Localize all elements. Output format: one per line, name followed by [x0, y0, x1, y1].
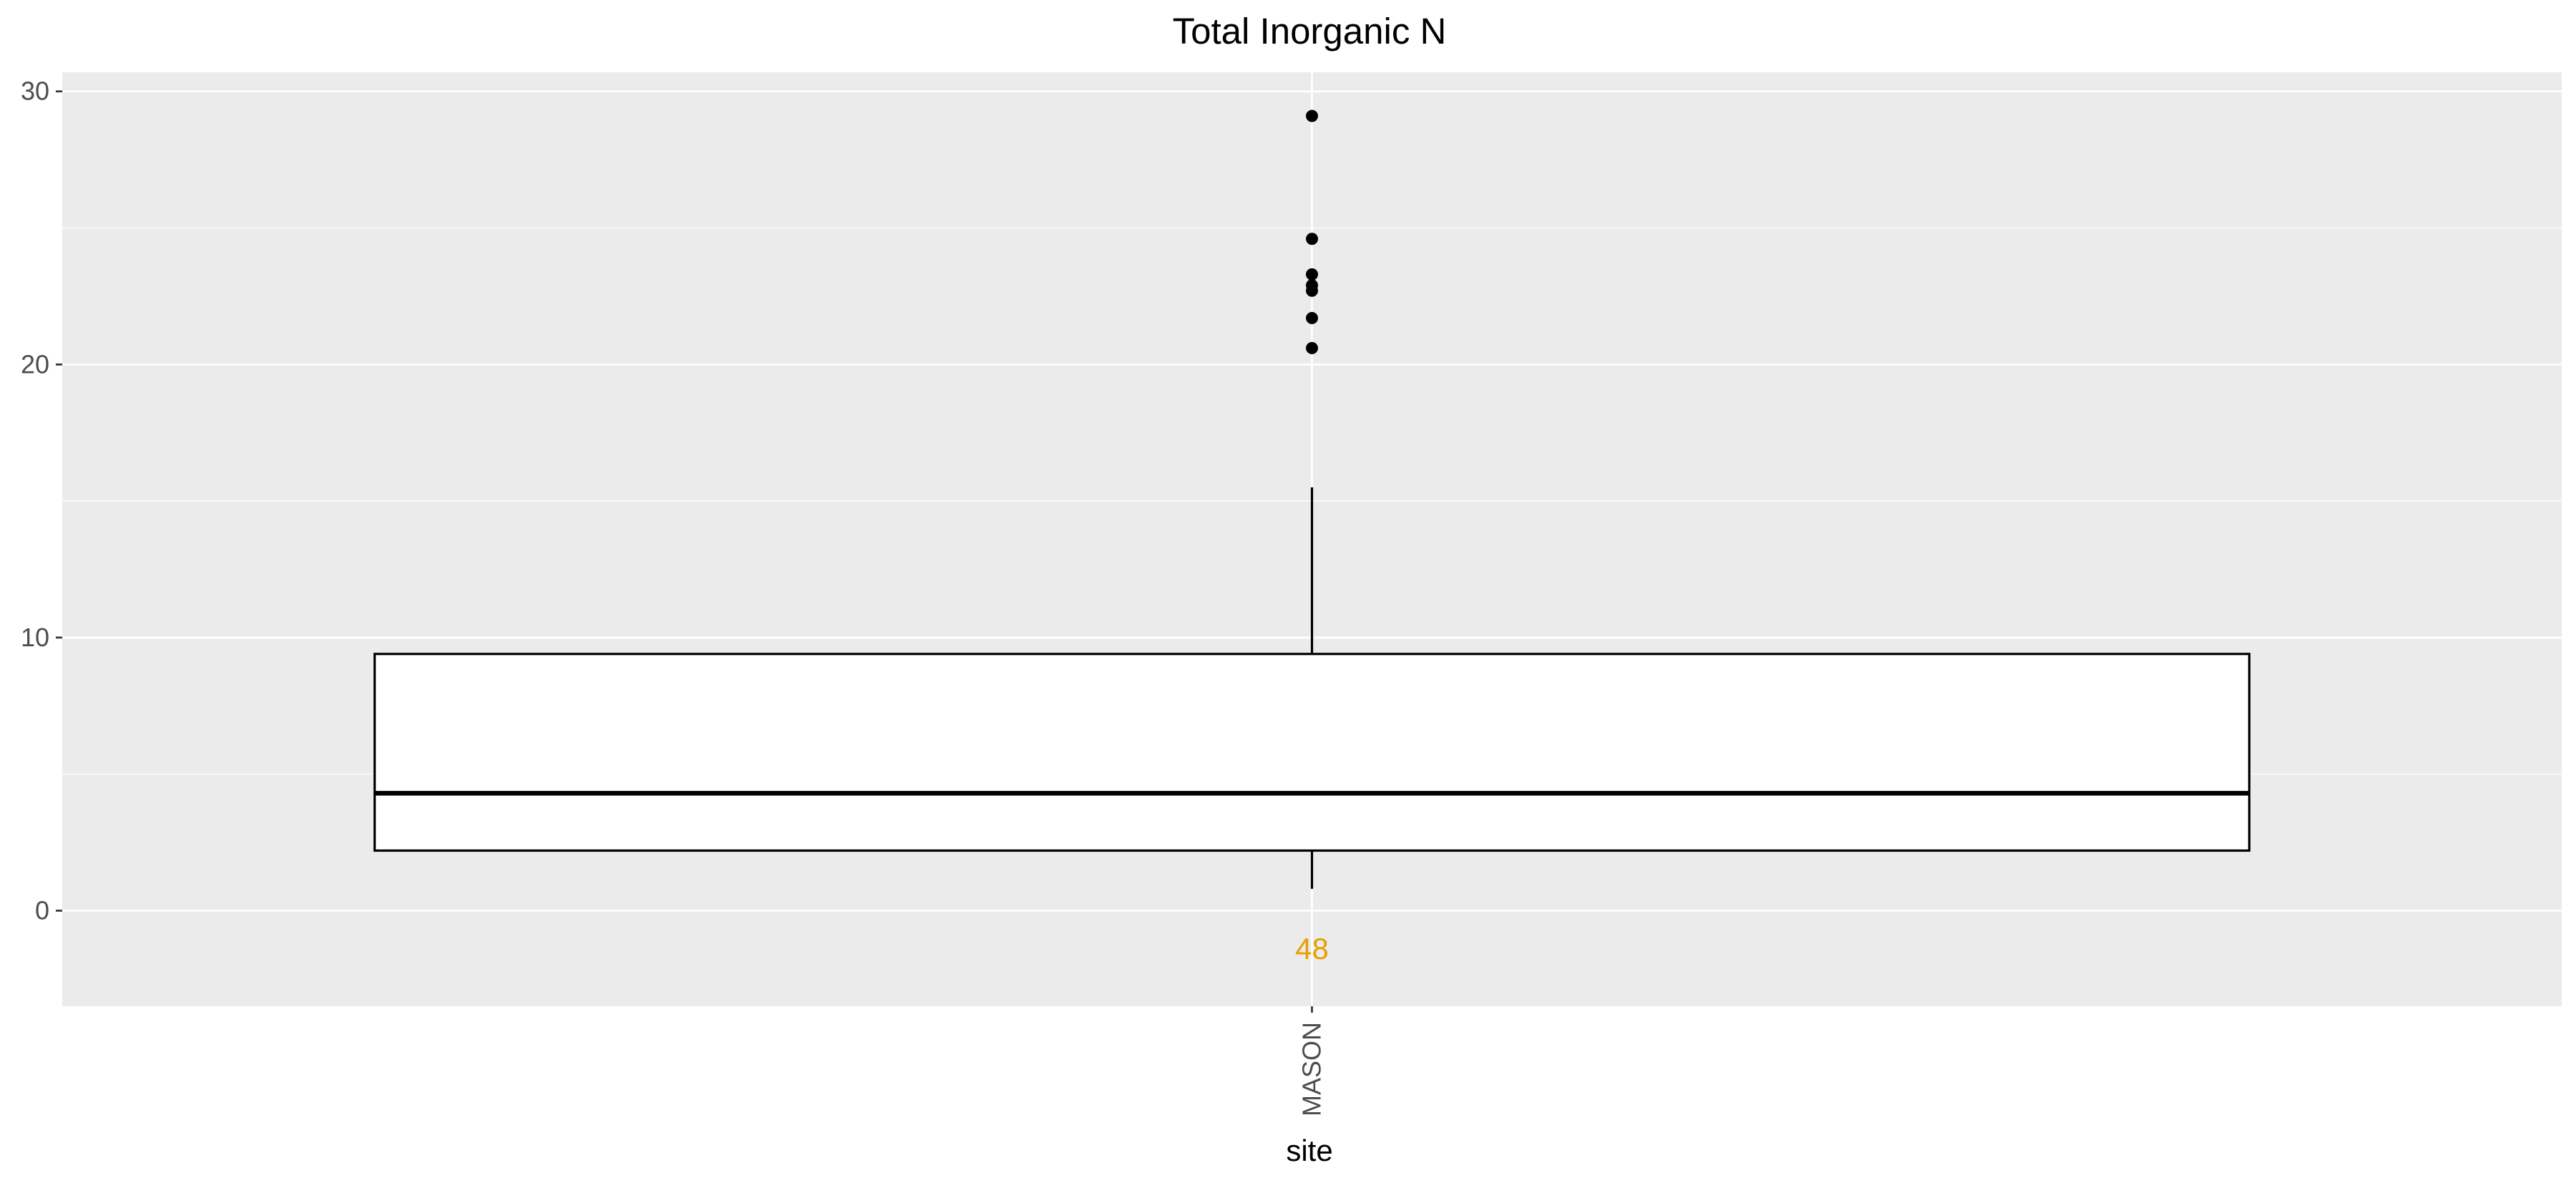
chart-title: Total Inorganic N: [1173, 11, 1447, 52]
x-tick-label: MASON: [1297, 1022, 1327, 1116]
outlier-point: [1306, 279, 1318, 292]
iqr-box: [374, 653, 2250, 852]
x-axis: MASON: [1297, 1006, 1327, 1116]
outlier-point: [1306, 311, 1318, 324]
box-group: 48: [374, 109, 2250, 965]
outlier-point: [1306, 233, 1318, 245]
box-layer: 48: [374, 109, 2250, 965]
y-axis: 0 10 20 30: [21, 77, 62, 925]
outlier-point: [1306, 341, 1318, 354]
outlier-point: [1306, 268, 1318, 281]
x-axis-title: site: [1286, 1134, 1332, 1167]
y-tick-label: 0: [35, 895, 49, 925]
outlier-point: [1306, 109, 1318, 122]
count-label: 48: [1295, 932, 1329, 965]
y-tick-label: 20: [21, 349, 49, 379]
y-tick-label: 10: [21, 623, 49, 652]
y-tick-label: 30: [21, 77, 49, 106]
